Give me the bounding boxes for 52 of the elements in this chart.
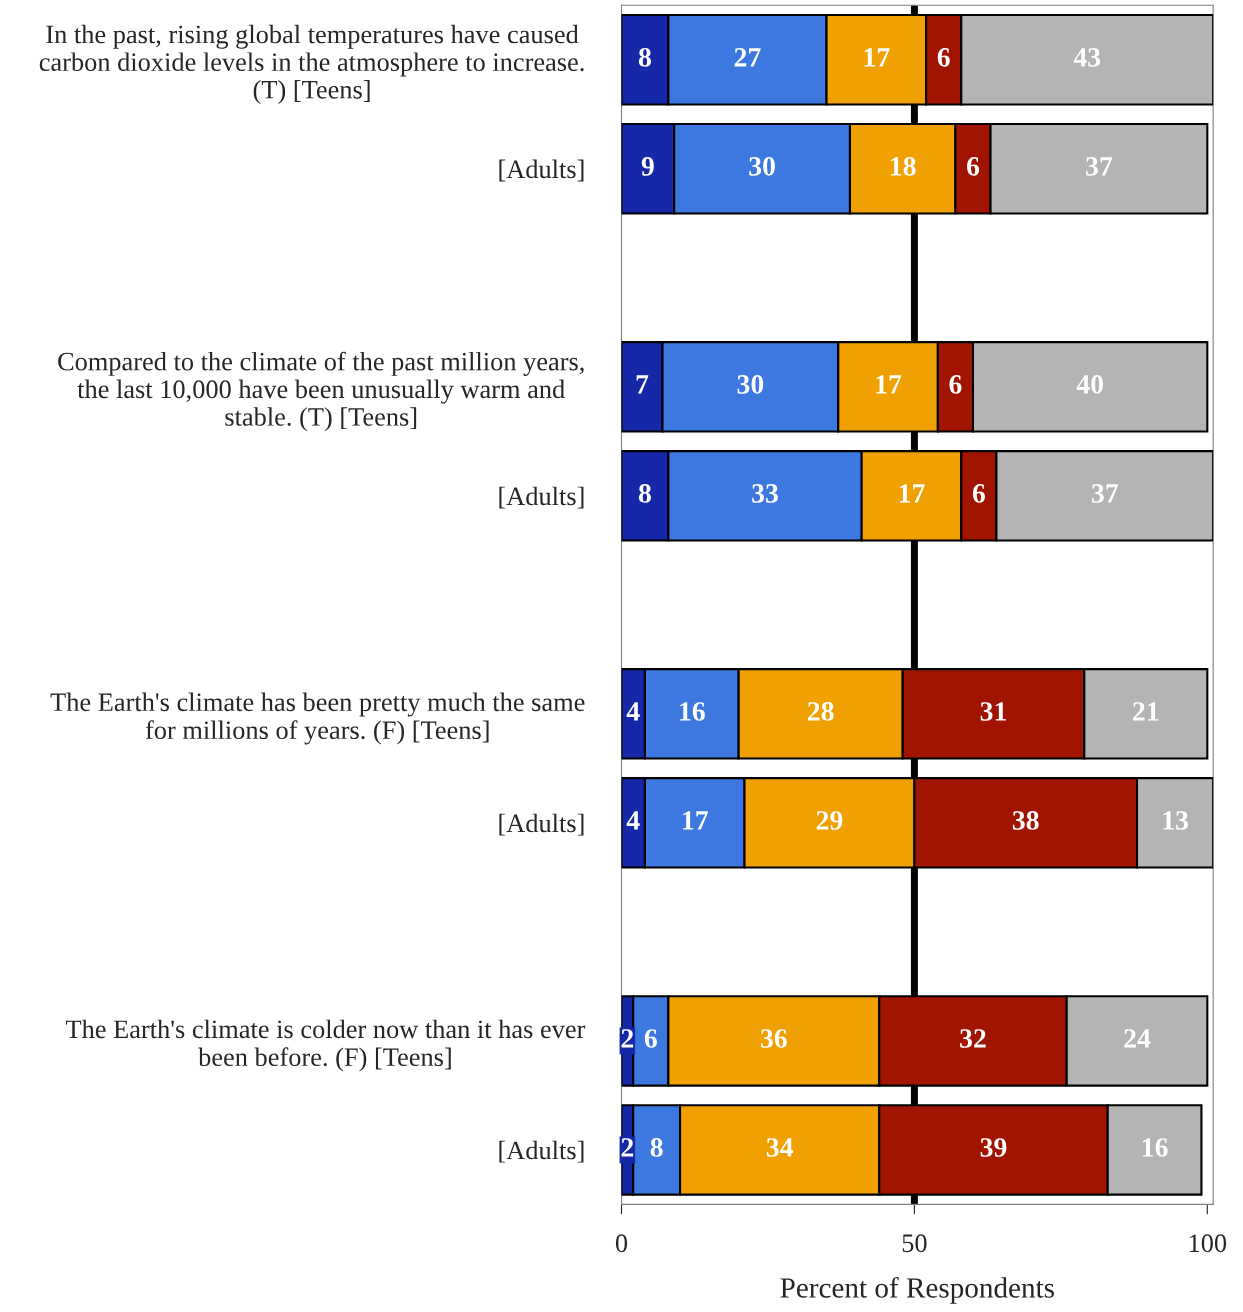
data-label: 21 — [1133, 702, 1159, 721]
data-label: 9 — [641, 157, 654, 176]
data-label: 6 — [972, 484, 985, 503]
data-label: 13 — [1163, 811, 1189, 830]
data-label: 6 — [644, 1029, 657, 1048]
y-tick-label: [Adults] — [499, 1140, 584, 1163]
y-tick-label: In the past, rising global temperatures have caused carbon dioxide levels in the atmosphere to increase. (T) [Teens] — [39, 24, 584, 104]
data-label: 36 — [760, 1029, 787, 1048]
data-label: 16 — [1142, 1138, 1168, 1157]
data-label: 4 — [626, 702, 640, 721]
y-tick-label: The Earth's climate is colder now than it has ever been before. (F) [Teens] — [65, 1019, 586, 1072]
data-label: 18 — [891, 156, 916, 176]
data-label: 2 — [621, 1138, 634, 1157]
data-label: 8 — [638, 47, 651, 67]
data-label: 6 — [966, 157, 980, 176]
data-label: 7 — [636, 375, 649, 394]
data-label: 17 — [864, 48, 890, 67]
data-label: 30 — [749, 156, 775, 176]
data-label: 8 — [638, 484, 651, 503]
data-label: 33 — [752, 484, 778, 503]
data-label: 4 — [626, 811, 640, 830]
data-label: 38 — [1012, 811, 1039, 830]
data-label: 31 — [980, 702, 1006, 721]
x-tick-label: 50 — [902, 1234, 927, 1253]
y-tick-label: Compared to the climate of the past million years, the last 10,000 have been unusually warm and stable. (T) [Teens] — [58, 351, 584, 432]
data-label: 43 — [1073, 48, 1101, 67]
data-label: 17 — [683, 811, 708, 830]
data-label: 28 — [807, 702, 834, 721]
data-label: 30 — [737, 375, 764, 394]
data-label: 29 — [816, 811, 843, 830]
data-label: 32 — [960, 1029, 986, 1048]
data-label: 34 — [766, 1138, 794, 1157]
y-tick-label: [Adults] — [499, 486, 584, 509]
y-tick-label: [Adults] — [499, 159, 584, 182]
data-label: 39 — [980, 1138, 1007, 1157]
data-label: 6 — [937, 48, 950, 67]
x-tick-label: 0 — [615, 1234, 628, 1253]
data-label: 2 — [621, 1029, 634, 1048]
data-label: 16 — [680, 702, 705, 721]
data-label: 37 — [1091, 484, 1119, 503]
y-tick-label: The Earth's climate has been pretty much the same for millions of years. (F) [Teens] — [50, 692, 585, 745]
data-label: 8 — [650, 1138, 663, 1157]
data-label: 6 — [949, 375, 962, 394]
data-label: 24 — [1124, 1029, 1151, 1048]
data-label: 40 — [1076, 375, 1103, 394]
x-tick-label: 100 — [1189, 1234, 1227, 1253]
y-tick-label: [Adults] — [499, 813, 584, 836]
data-label: 17 — [876, 375, 902, 394]
data-label: 17 — [899, 484, 925, 503]
data-label: 37 — [1086, 157, 1113, 176]
data-label: 27 — [734, 48, 761, 67]
x-axis-title: Percent of Respondents — [780, 1276, 1054, 1304]
